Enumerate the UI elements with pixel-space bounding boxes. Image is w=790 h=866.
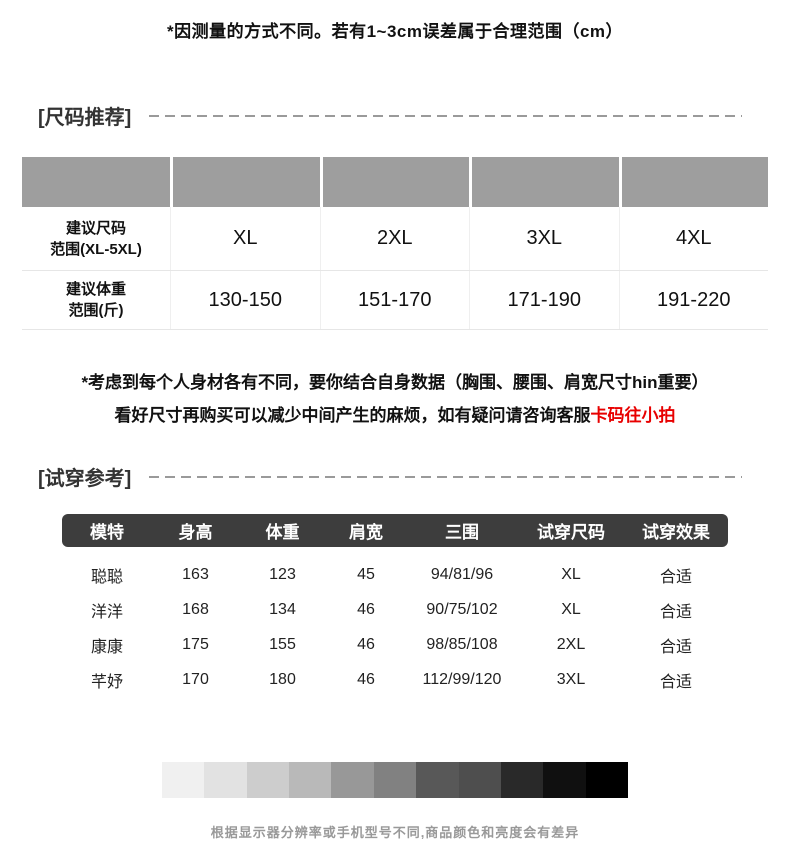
row-label-suggested-weight: 建议体重 范围(斤): [65, 281, 126, 319]
size-recommendation-title: [尺码推荐]: [38, 107, 132, 129]
size-value: 3XL: [469, 207, 619, 270]
size-table-header-cell: [472, 157, 619, 207]
contact-service-highlight: 卡码往小拍: [590, 406, 676, 425]
size-table-body: 建议尺码 范围(XL-5XL) XL 2XL 3XL 4XL 建议体重 范围(斤…: [22, 207, 768, 330]
column-header-fit-result: 试穿效果: [642, 523, 710, 542]
column-header-weight: 体重: [265, 523, 300, 542]
weight-range-value: 171-190: [469, 271, 619, 329]
column-header-tried-size: 试穿尺码: [537, 523, 605, 542]
size-value: XL: [170, 207, 320, 270]
grayscale-step: [416, 762, 459, 798]
grayscale-step: [458, 762, 501, 798]
table-row: 芊妤 170 180 46 112/99/120 3XL 合适: [90, 670, 692, 691]
grayscale-step: [289, 762, 332, 798]
size-table-header-cell: [22, 157, 170, 207]
fit-table-body: 聪聪 163 123 45 94/81/96 XL 合适 洋洋 168 134 …: [62, 557, 728, 697]
grayscale-step: [543, 762, 586, 798]
sizing-advice-note: *考虑到每个人身材各有不同，要你结合自身数据（胸围、腰围、肩宽尺寸hin重要） …: [0, 366, 790, 432]
grayscale-step: [585, 762, 628, 798]
fit-reference-title: [试穿参考]: [38, 468, 132, 490]
column-header-measurements: 三围: [445, 523, 479, 542]
size-recommendation-table: 建议尺码 范围(XL-5XL) XL 2XL 3XL 4XL 建议体重 范围(斤…: [22, 157, 768, 330]
measurement-tolerance-note: *因测量的方式不同。若有1~3cm误差属于合理范围（cm）: [166, 22, 624, 41]
size-value: 2XL: [319, 207, 470, 270]
weight-range-value: 191-220: [618, 271, 769, 329]
table-row: 洋洋 168 134 46 90/75/102 XL 合适: [90, 600, 692, 621]
grayscale-step: [500, 762, 544, 798]
column-header-shoulder: 肩宽: [349, 523, 383, 542]
grayscale-step: [162, 762, 205, 798]
table-row: 建议体重 范围(斤) 130-150 151-170 171-190 191-2…: [22, 270, 768, 329]
sizing-advice-line2: 看好尺寸再购买可以减少中间产生的麻烦，如有疑问请咨询客服卡码往小拍: [114, 406, 676, 425]
column-header-height: 身高: [178, 523, 213, 542]
table-row: 康康 175 155 46 98/85/108 2XL 合适: [90, 635, 692, 656]
size-table-header-cell: [621, 157, 768, 207]
fit-reference-table: 模特 身高 体重 肩宽 三围 试穿尺码 试穿效果 聪聪 163 123 45 9…: [62, 514, 728, 697]
display-difference-note: 根据显示器分辨率或手机型号不同,商品颜色和亮度会有差异: [210, 825, 580, 840]
dashed-divider: [149, 114, 742, 117]
sizing-advice-line1: *考虑到每个人身材各有不同，要你结合自身数据（胸围、腰围、肩宽尺寸hin重要）: [81, 373, 709, 392]
column-header-model: 模特: [90, 523, 124, 542]
fit-table-header-row: 模特 身高 体重 肩宽 三围 试穿尺码 试穿效果: [62, 514, 728, 547]
grayscale-step: [246, 762, 290, 798]
weight-range-value: 151-170: [319, 271, 470, 329]
table-row: 建议尺码 范围(XL-5XL) XL 2XL 3XL 4XL: [22, 207, 768, 270]
grayscale-step: [373, 762, 417, 798]
size-table-header-cell: [173, 157, 320, 207]
grayscale-calibration-bar: [162, 762, 628, 798]
weight-range-value: 130-150: [170, 271, 320, 329]
size-value: 4XL: [618, 207, 769, 270]
dashed-divider: [149, 475, 742, 478]
size-table-header-row: [22, 157, 768, 207]
row-label-suggested-size: 建议尺码 范围(XL-5XL): [50, 219, 142, 258]
fit-reference-section-header: [试穿参考]: [38, 462, 742, 491]
table-row: 聪聪 163 123 45 94/81/96 XL 合适: [90, 565, 692, 586]
size-recommendation-section-header: [尺码推荐]: [38, 101, 742, 130]
grayscale-step: [331, 762, 374, 798]
size-table-header-cell: [322, 157, 469, 207]
grayscale-step: [204, 762, 247, 798]
